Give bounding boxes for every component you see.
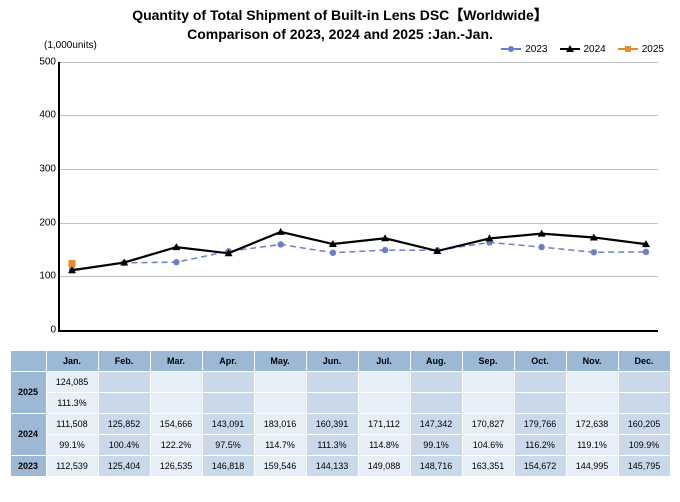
table-cell: 171,112 <box>358 413 410 434</box>
table-cell: 144,133 <box>306 455 358 476</box>
table-cell <box>306 392 358 413</box>
table-cell <box>150 392 202 413</box>
table-cell: 154,672 <box>514 455 566 476</box>
row-year-label: 2025 <box>10 371 46 413</box>
table-cell: 179,766 <box>514 413 566 434</box>
table-cell: 111,508 <box>46 413 98 434</box>
row-year-label: 2024 <box>10 413 46 455</box>
table-cell <box>358 392 410 413</box>
table-cell <box>566 392 618 413</box>
table-cell <box>410 371 462 392</box>
table-cell <box>514 392 566 413</box>
table-cell <box>98 392 150 413</box>
table-cell: 147,342 <box>410 413 462 434</box>
table-cell: 160,205 <box>618 413 670 434</box>
table-cell: 163,351 <box>462 455 514 476</box>
table-cell: 159,546 <box>254 455 306 476</box>
table-cell <box>306 371 358 392</box>
data-table: Jan.Feb.Mar.Apr.May.Jun.Jul.Aug.Sep.Oct.… <box>10 350 671 477</box>
month-header: Sep. <box>462 350 514 371</box>
table-cell <box>618 392 670 413</box>
table-cell: 154,666 <box>150 413 202 434</box>
table-cell <box>358 371 410 392</box>
table-cell: 146,818 <box>202 455 254 476</box>
legend: 2023 2024 2025 <box>501 44 664 55</box>
table-cell: 114.7% <box>254 434 306 455</box>
table-cell <box>566 371 618 392</box>
table-cell: 111.3% <box>306 434 358 455</box>
y-tick-label: 300 <box>39 163 56 174</box>
table-cell <box>98 371 150 392</box>
y-tick-label: 100 <box>39 271 56 282</box>
table-cell: 172,638 <box>566 413 618 434</box>
table-cell: 125,404 <box>98 455 150 476</box>
chart-svg <box>60 62 658 330</box>
legend-label: 2024 <box>584 44 606 55</box>
table-cell: 183,016 <box>254 413 306 434</box>
legend-label: 2023 <box>525 44 547 55</box>
table-cell: 145,795 <box>618 455 670 476</box>
table-cell: 114.8% <box>358 434 410 455</box>
month-header: Oct. <box>514 350 566 371</box>
month-header: Apr. <box>202 350 254 371</box>
chart-title: Quantity of Total Shipment of Built-in L… <box>0 0 680 44</box>
y-tick-label: 200 <box>39 217 56 228</box>
month-header: Mar. <box>150 350 202 371</box>
table-cell: 160,391 <box>306 413 358 434</box>
table-cell: 143,091 <box>202 413 254 434</box>
month-header: Dec. <box>618 350 670 371</box>
plot-region <box>58 62 658 332</box>
table-cell <box>618 371 670 392</box>
table-cell: 100.4% <box>98 434 150 455</box>
table-body: 2025124,085111.3%2024111,508125,852154,6… <box>10 371 670 476</box>
y-tick-label: 500 <box>39 56 56 67</box>
table-head: Jan.Feb.Mar.Apr.May.Jun.Jul.Aug.Sep.Oct.… <box>10 350 670 371</box>
title-line1: Quantity of Total Shipment of Built-in L… <box>0 6 680 25</box>
table-cell <box>202 371 254 392</box>
table-cell <box>254 371 306 392</box>
table-cell: 149,088 <box>358 455 410 476</box>
month-header: Jun. <box>306 350 358 371</box>
table-cell: 99.1% <box>410 434 462 455</box>
table-cell: 148,716 <box>410 455 462 476</box>
table-cell <box>150 371 202 392</box>
table-cell: 126,535 <box>150 455 202 476</box>
table-cell <box>462 371 514 392</box>
table-cell: 122.2% <box>150 434 202 455</box>
table-cell: 116.2% <box>514 434 566 455</box>
legend-item-2024: 2024 <box>560 44 606 55</box>
table-cell: 124,085 <box>46 371 98 392</box>
table-cell: 111.3% <box>46 392 98 413</box>
table-cell: 144,995 <box>566 455 618 476</box>
y-tick-label: 400 <box>39 110 56 121</box>
table-cell <box>202 392 254 413</box>
table-cell: 125,852 <box>98 413 150 434</box>
table-cell: 99.1% <box>46 434 98 455</box>
month-header: Feb. <box>98 350 150 371</box>
chart-area: (1,000units) 2023 2024 2025 010020030040… <box>10 44 670 344</box>
y-tick-label: 0 <box>50 324 56 335</box>
month-header: Nov. <box>566 350 618 371</box>
table-cell: 97.5% <box>202 434 254 455</box>
month-header: Jan. <box>46 350 98 371</box>
title-line2: Comparison of 2023, 2024 and 2025 :Jan.-… <box>0 25 680 44</box>
table-cell <box>410 392 462 413</box>
table-cell: 109.9% <box>618 434 670 455</box>
legend-item-2025: 2025 <box>618 44 664 55</box>
table-cell <box>254 392 306 413</box>
table-cell: 170,827 <box>462 413 514 434</box>
y-axis-units-label: (1,000units) <box>44 40 97 51</box>
table-cell <box>514 371 566 392</box>
row-year-label: 2023 <box>10 455 46 476</box>
table-cell <box>462 392 514 413</box>
table-cell: 104.6% <box>462 434 514 455</box>
table-cell: 112,539 <box>46 455 98 476</box>
table-cell: 119.1% <box>566 434 618 455</box>
month-header: Aug. <box>410 350 462 371</box>
month-header: May. <box>254 350 306 371</box>
legend-label: 2025 <box>642 44 664 55</box>
month-header: Jul. <box>358 350 410 371</box>
legend-item-2023: 2023 <box>501 44 547 55</box>
